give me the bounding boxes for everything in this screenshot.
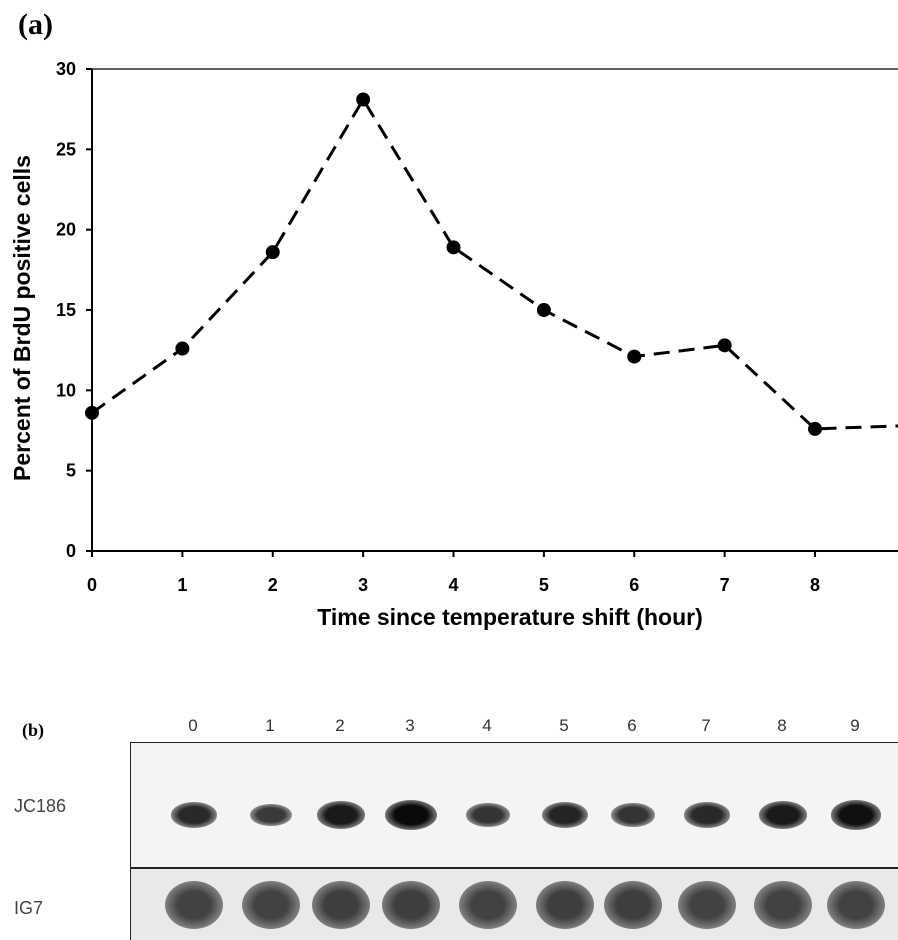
lane-label: 3: [405, 716, 415, 735]
chart-axes: [91, 68, 898, 552]
lane-label: 1: [265, 716, 275, 735]
row-label-jc186: JC186: [14, 796, 67, 816]
y-tick-label: 5: [66, 461, 76, 481]
x-axis-title: Time since temperature shift (hour): [317, 604, 703, 630]
blot-band: [382, 881, 440, 929]
lane-label: 6: [627, 716, 637, 735]
y-tick-label: 0: [66, 541, 76, 561]
x-tick-label: 6: [629, 575, 639, 595]
blot-band: [758, 801, 808, 829]
blot-band: [316, 801, 366, 829]
y-tick-label: 15: [56, 300, 76, 320]
blot-band: [684, 802, 730, 828]
blot-band: [312, 881, 370, 929]
data-point: [85, 405, 99, 420]
x-tick-label: 0: [87, 575, 97, 595]
data-point: [808, 421, 823, 436]
row-label-ig7: IG7: [14, 898, 44, 918]
blot-strip-jc186: [130, 742, 898, 868]
panel-b-label: (b): [22, 720, 44, 740]
x-tick-label: 2: [268, 575, 278, 595]
data-point: [175, 341, 190, 356]
data-point: [536, 303, 551, 317]
data-point: [627, 349, 642, 364]
blot-band: [611, 803, 655, 827]
blot-strip-ig7: [130, 868, 898, 940]
lane-label: 8: [777, 716, 787, 735]
y-tick-label: 10: [56, 380, 76, 400]
blot-band: [385, 800, 437, 830]
blot-band: [171, 802, 217, 828]
lane-label: 4: [482, 716, 492, 735]
panel-a-label: (a): [18, 8, 53, 41]
blot-band: [536, 881, 594, 929]
x-tick-label: 4: [449, 575, 459, 595]
data-point: [717, 338, 732, 353]
x-tick-label: 7: [720, 575, 730, 595]
data-point: [356, 92, 371, 107]
x-tick-label: 8: [810, 575, 820, 595]
blot-band: [249, 803, 293, 827]
blot-band: [242, 881, 300, 929]
lane-label: 9: [850, 716, 860, 735]
data-series: [85, 92, 898, 436]
blot-band: [165, 881, 223, 929]
y-tick-label: 25: [56, 139, 76, 159]
blot-band: [466, 803, 510, 827]
lane-label: 7: [701, 716, 711, 735]
blot-band: [604, 881, 662, 929]
data-point: [265, 245, 280, 260]
x-tick-label: 1: [177, 575, 187, 595]
blot-band: [830, 800, 882, 830]
blot-panel: (b) 0 1 2 3 4 5 6 7 8 9 JC186 IG7: [0, 700, 898, 940]
x-tick-label: 5: [539, 575, 549, 595]
x-tick-label: 3: [358, 575, 368, 595]
data-point: [446, 240, 461, 255]
y-tick-label: 30: [56, 59, 76, 79]
blot-band: [754, 881, 812, 929]
blot-band: [827, 881, 885, 929]
lane-label: 0: [188, 716, 198, 735]
series-line: [91, 96, 898, 431]
y-axis-title: Percent of BrdU positive cells: [9, 155, 35, 481]
blot-band: [459, 881, 517, 929]
blot-band: [678, 881, 736, 929]
blot-band: [541, 802, 589, 828]
y-tick-label: 20: [56, 220, 76, 240]
lane-label: 2: [335, 716, 345, 735]
lane-label: 5: [559, 716, 569, 735]
y-tick-labels: 0 5 10 15 20 25 30: [56, 59, 92, 561]
